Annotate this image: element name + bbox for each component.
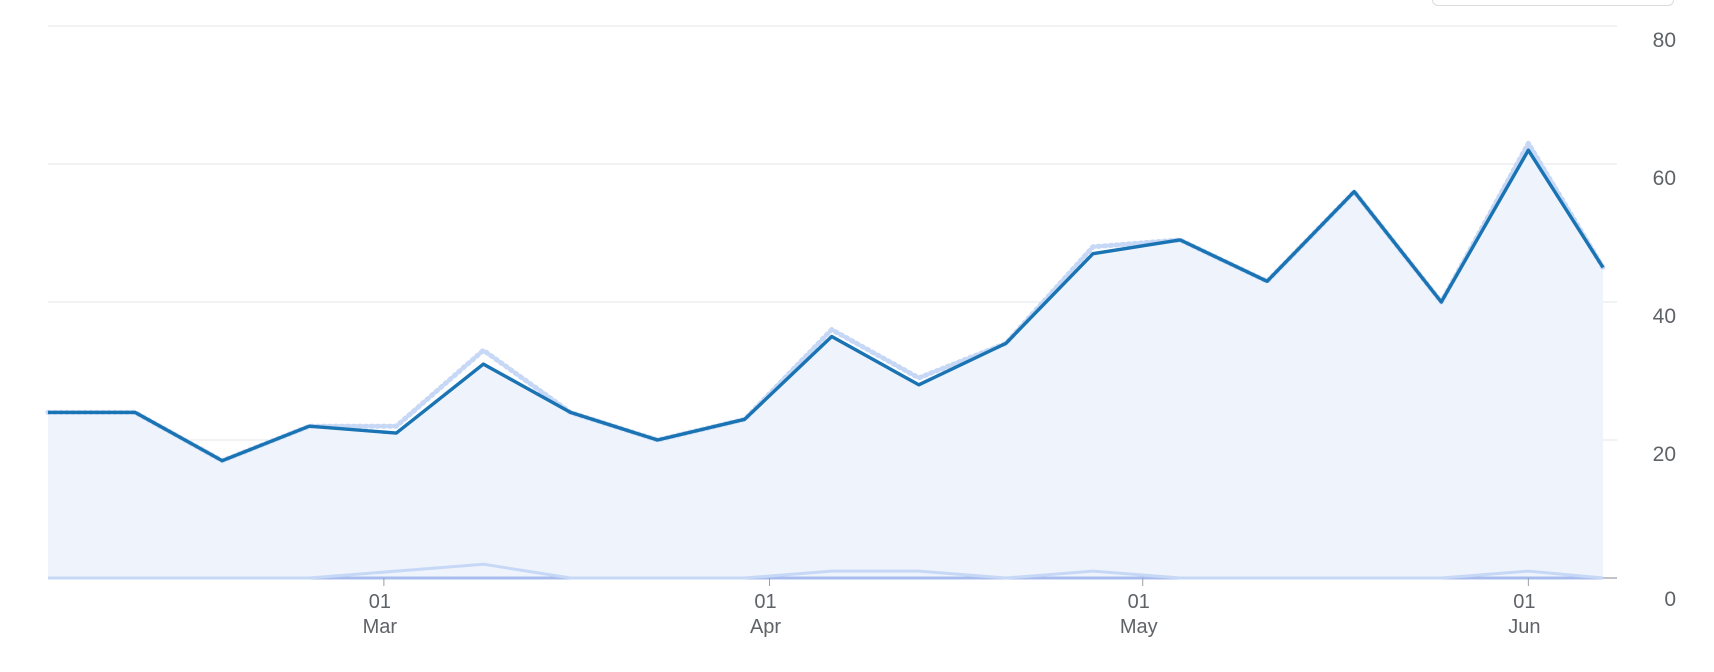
x-tick-month: Jun — [1508, 616, 1540, 638]
y-tick-label: 60 — [1653, 167, 1676, 190]
x-tick-day: 01 — [754, 591, 776, 613]
x-axis: 01 Mar 01 Apr 01 May 01 Jun — [363, 578, 1540, 638]
series-line-secondary — [48, 562, 1604, 580]
series-lines — [45, 140, 1606, 580]
x-tick-day: 01 — [1128, 591, 1150, 613]
y-axis: 0 20 40 60 80 — [1653, 29, 1676, 611]
x-tick-month: May — [1120, 616, 1158, 638]
x-tick-month: Mar — [363, 616, 398, 638]
series-line-main — [48, 148, 1605, 463]
x-tick-day: 01 — [369, 591, 391, 613]
y-tick-label: 80 — [1653, 29, 1676, 52]
x-tick-day: 01 — [1513, 591, 1535, 613]
y-tick-label: 0 — [1664, 588, 1676, 611]
y-tick-label: 40 — [1653, 305, 1676, 328]
y-tick-label: 20 — [1653, 443, 1676, 466]
x-tick-month: Apr — [750, 616, 781, 638]
